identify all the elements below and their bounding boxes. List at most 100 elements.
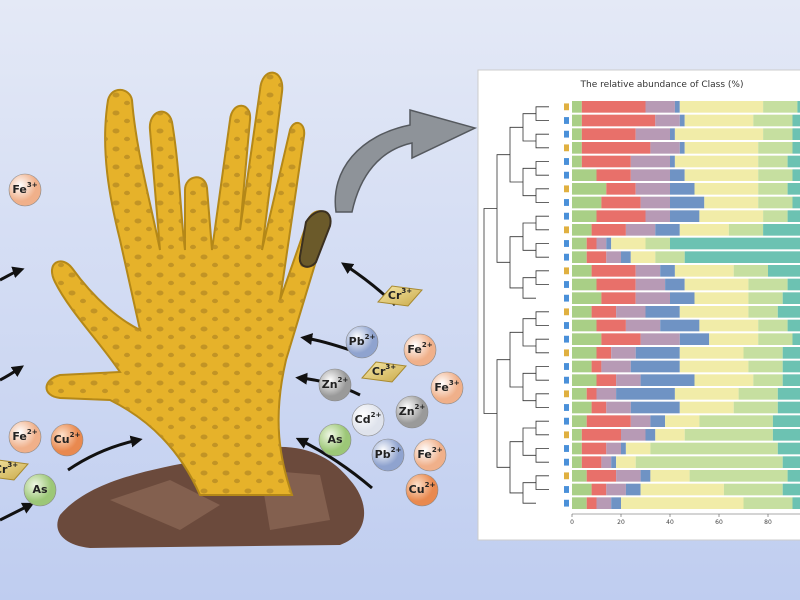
bar-segment [572, 114, 582, 127]
ion-sphere [23, 473, 57, 507]
ion-diamond [377, 285, 423, 307]
bar-segment [596, 237, 607, 250]
bar-segment [625, 319, 661, 332]
bar-segment [655, 224, 680, 236]
bar-segment [777, 401, 800, 414]
bar-segment [670, 183, 695, 195]
bar-segment [743, 347, 783, 359]
bar-segment [674, 265, 734, 277]
bar-segment [679, 360, 749, 373]
ion-symbol: Fe [12, 430, 27, 443]
bar-segment [797, 101, 800, 113]
bar-segment [581, 429, 621, 441]
ion-label: Pb2+ [375, 446, 402, 461]
bar-segment [635, 347, 680, 359]
bar-segment [606, 483, 626, 496]
ion-label: Cr3+ [388, 287, 412, 302]
ion-charge: 2+ [425, 481, 436, 489]
bar-segment [586, 237, 597, 250]
bar-segment [601, 292, 636, 304]
x-tick-label: 20 [617, 519, 625, 526]
bar-segment [625, 483, 641, 496]
ion: Zn2+ [395, 395, 429, 429]
bar-segment [606, 237, 612, 250]
bar-segment [763, 128, 793, 140]
bar-segment [699, 415, 773, 427]
bar-segment [586, 470, 617, 482]
bar-segment [763, 101, 798, 113]
ion-label: Fe3+ [434, 379, 459, 394]
bar-segment [748, 360, 783, 373]
ion-charge: 3+ [27, 181, 38, 189]
ion-symbol: Cd [355, 413, 371, 426]
leaf-marker [564, 472, 569, 480]
bar-segment [630, 401, 680, 414]
bar-segment [611, 497, 621, 509]
bar-segment [591, 401, 607, 414]
leaf-marker [564, 445, 569, 452]
ion-sphere [413, 438, 447, 472]
bar-segment [572, 169, 597, 181]
bar-segment [596, 278, 636, 291]
bar-segment [572, 497, 587, 509]
dendrogram-branch [483, 208, 497, 414]
leaf-marker [564, 240, 569, 247]
ion-label: Pb2+ [349, 333, 376, 348]
bar-segment [787, 155, 800, 168]
x-tick-label: 40 [666, 519, 674, 526]
bar-segment [616, 456, 636, 468]
ion-charge: 3+ [385, 363, 396, 371]
ion: Cr3+ [0, 459, 29, 481]
bar-segment [606, 442, 621, 455]
bar-segment [601, 456, 612, 468]
bar-segment [684, 251, 800, 263]
bar-segment [645, 429, 656, 441]
leaf-marker [564, 253, 569, 261]
ion-symbol: Fe [407, 343, 422, 356]
x-tick-label: 0 [570, 519, 574, 526]
bar-segment [758, 142, 793, 154]
bar-segment [572, 470, 587, 482]
leaf-marker [564, 117, 569, 124]
bar-segment [581, 142, 651, 154]
bar-segment [709, 333, 759, 345]
bar-segment [596, 210, 646, 222]
bar-segment [670, 128, 675, 140]
bar-segment [782, 292, 800, 304]
bar-segment [792, 497, 800, 509]
bar-segment [572, 237, 587, 250]
ion-symbol: Fe [12, 183, 27, 196]
ion-symbol: As [327, 433, 343, 446]
bar-segment [694, 292, 749, 304]
bar-segment [635, 292, 670, 304]
bar-segment [660, 265, 675, 277]
ion-label: As [32, 483, 48, 496]
leaf-marker [564, 458, 569, 466]
bar-segment [591, 224, 626, 236]
bar-segment [572, 265, 592, 277]
bar-segment [670, 196, 705, 209]
bar-segment [591, 306, 617, 318]
ion: Fe3+ [8, 173, 42, 207]
ion-sphere [318, 423, 352, 457]
leaf-marker [564, 363, 569, 370]
ion: Cr3+ [377, 285, 423, 307]
ion: Cd2+ [351, 403, 385, 437]
bar-segment [782, 456, 800, 468]
bar-segment [572, 155, 582, 168]
bar-segment [572, 142, 582, 154]
bar-segment [792, 169, 800, 181]
bar-segment [572, 292, 602, 304]
ion-charge: 2+ [415, 403, 426, 411]
bar-segment [763, 224, 800, 236]
bar-segment [621, 442, 626, 455]
bar-segment [699, 210, 764, 222]
bar-segment [655, 114, 680, 127]
ion: Fe2+ [403, 333, 437, 367]
bar-segment [630, 251, 656, 263]
ion-label: Zn2+ [322, 376, 349, 391]
bar-segment [572, 456, 582, 468]
bar-segment [787, 470, 800, 482]
ion-sphere [405, 473, 439, 507]
bar-segment [581, 128, 636, 140]
